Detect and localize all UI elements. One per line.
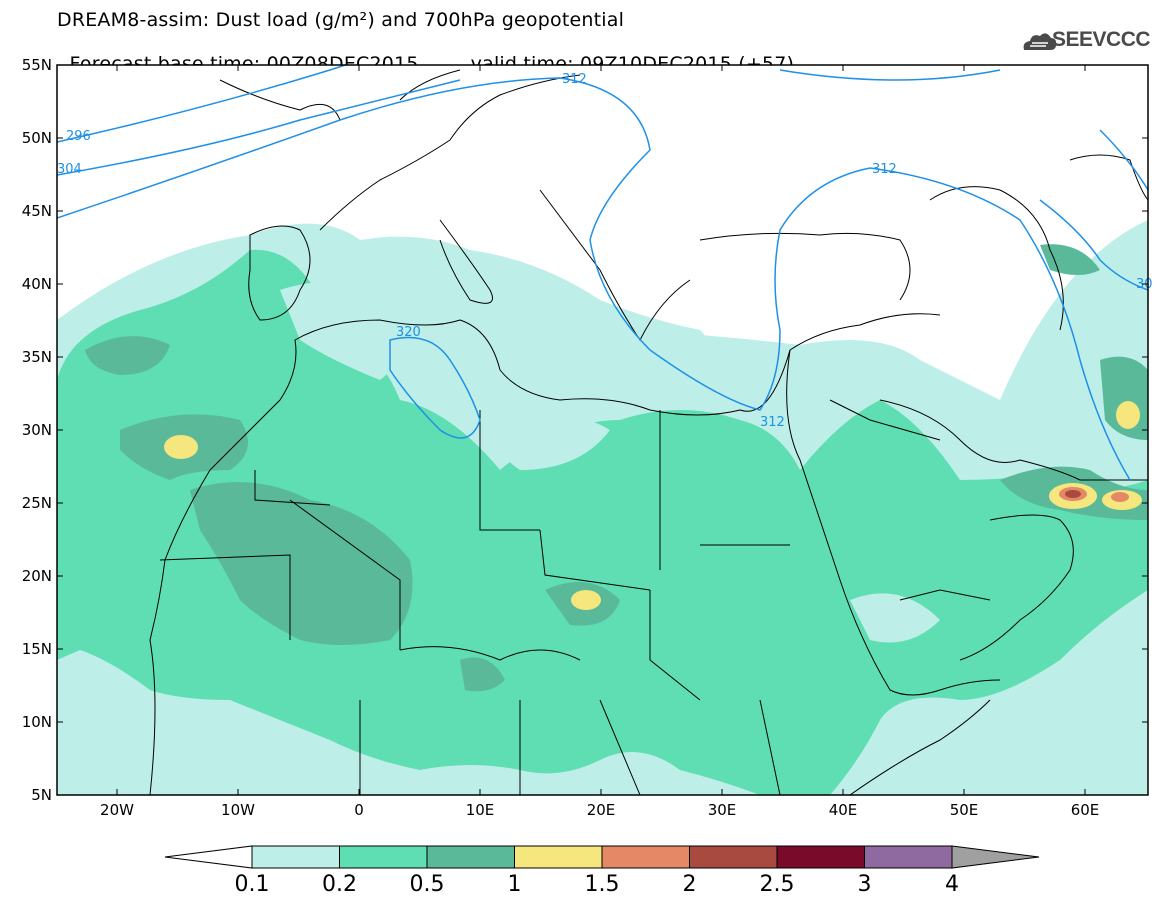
lon-label: 20E: [587, 801, 616, 819]
contour-label: 312: [760, 415, 785, 430]
colorbar-swatch: [864, 845, 953, 869]
lat-label: 30N: [22, 421, 52, 439]
colorbar-label: 3: [858, 872, 872, 897]
contour-label: 304: [57, 162, 82, 177]
contour-label: 320: [396, 325, 421, 340]
colorbar-swatch: [601, 845, 690, 869]
colorbar-label: 1.5: [585, 872, 620, 897]
lat-label: 10N: [22, 713, 52, 731]
lat-label: 25N: [22, 494, 52, 512]
lon-label: 10E: [466, 801, 495, 819]
lat-label: 20N: [22, 567, 52, 585]
colorbar-arrow-low: [164, 845, 253, 869]
geopotential-contours: [57, 65, 1148, 481]
colorbar-arrow-high: [951, 845, 1040, 869]
lat-axis: 55N 50N 45N 40N 35N 30N 25N 20N 15N 10N …: [22, 56, 1148, 804]
lon-label: 40E: [829, 801, 858, 819]
lat-label: 45N: [22, 202, 52, 220]
colorbar-label: 2.5: [760, 872, 795, 897]
contour-label: 312: [872, 162, 897, 177]
title-line-1: DREAM8-assim: Dust load (g/m²) and 700hP…: [57, 9, 625, 31]
lon-axis: 20W 10W 0 10E 20E 30E 40E 50E 60E: [100, 65, 1099, 819]
contour-labels: 296 304 312 312 312 320 30: [57, 72, 1153, 430]
colorbar-swatch: [514, 845, 603, 869]
colorbar-swatch: [251, 845, 340, 869]
colorbar-label: 0.5: [410, 872, 445, 897]
lon-label: 20W: [100, 801, 134, 819]
lat-label: 5N: [31, 786, 52, 804]
lat-label: 40N: [22, 275, 52, 293]
colorbar-label: 0.2: [322, 872, 357, 897]
lon-label: 50E: [950, 801, 979, 819]
contour-label: 296: [66, 129, 91, 144]
lat-label: 15N: [22, 640, 52, 658]
coastlines: [149, 69, 1148, 795]
colorbar-label: 2: [683, 872, 697, 897]
contour-label: 312: [562, 72, 587, 87]
colorbar-label: 1: [508, 872, 522, 897]
colorbar-swatch: [689, 845, 778, 869]
logo-text: SEEVCCC: [1052, 28, 1151, 51]
dust-field: [57, 65, 1148, 795]
lat-label: 35N: [22, 348, 52, 366]
lon-label: 60E: [1071, 801, 1100, 819]
lat-label: 50N: [22, 129, 52, 147]
lon-label: 30E: [708, 801, 737, 819]
colorbar: 0.1 0.2 0.5 1 1.5 2 2.5 3 4: [164, 845, 1040, 897]
cloud-icon: [1023, 33, 1057, 50]
colorbar-label: 4: [945, 872, 959, 897]
lon-label: 0: [354, 801, 364, 819]
colorbar-swatch: [426, 845, 515, 869]
colorbar-swatch: [776, 845, 865, 869]
lon-label: 10W: [221, 801, 255, 819]
colorbar-label: 0.1: [235, 872, 270, 897]
lat-label: 55N: [22, 56, 52, 74]
colorbar-swatch: [339, 845, 428, 869]
